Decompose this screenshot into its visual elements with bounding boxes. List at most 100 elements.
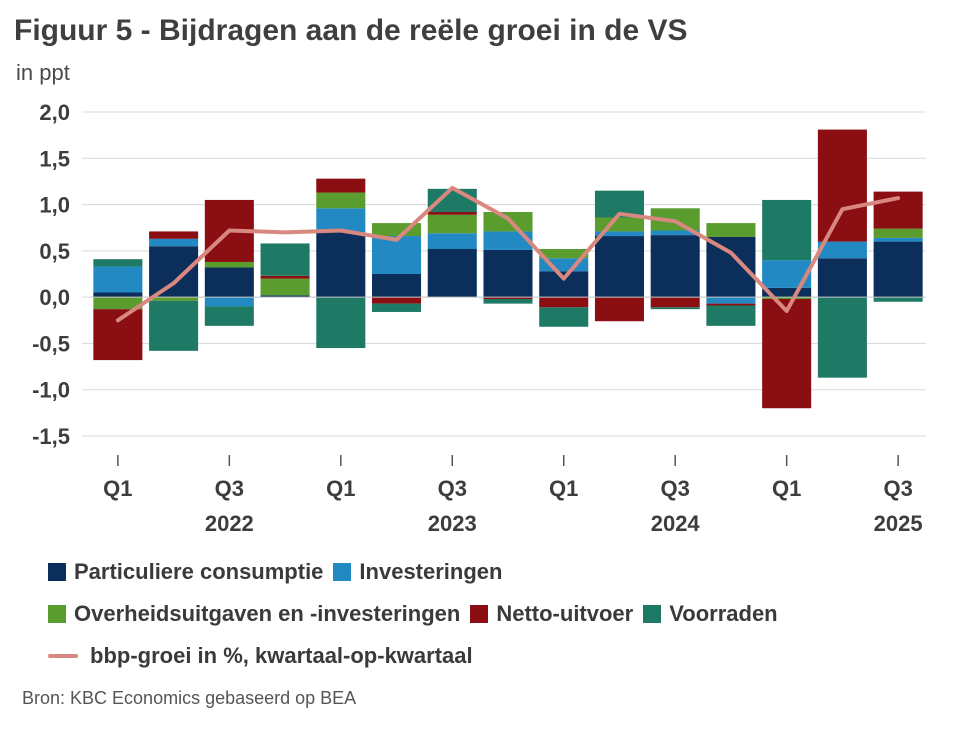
legend-label-voorraden: Voorraden (669, 601, 778, 626)
x-tick-label: Q1 (326, 476, 355, 501)
bar-segment (260, 278, 310, 296)
y-tick-label: -0,5 (32, 331, 70, 356)
bar-segment (594, 231, 644, 237)
bar-segment (427, 211, 477, 215)
bar-segment (762, 297, 812, 299)
y-tick-label: 1,0 (39, 193, 70, 218)
bar-segment (149, 238, 199, 247)
bar-segment (873, 241, 923, 298)
bar-segment (873, 237, 923, 242)
x-tick-label: Q3 (661, 476, 690, 501)
bar-segment (539, 249, 589, 259)
bar-segment (93, 297, 143, 310)
x-tick-label: Q1 (549, 476, 578, 501)
legend-item-voorraden: Voorraden (643, 601, 778, 627)
bar-segment (93, 266, 143, 293)
bar-segment (316, 178, 366, 193)
bar-segment (149, 246, 199, 298)
y-tick-label: 2,0 (39, 100, 70, 125)
y-tick-label: 0,5 (39, 239, 70, 264)
legend-swatch-netto-uitvoer (470, 605, 489, 623)
bar-segment (372, 297, 422, 304)
bar-segment (650, 307, 700, 310)
bar-segment (427, 188, 477, 212)
bar-segment (316, 297, 366, 349)
x-year-label: 2024 (651, 511, 701, 536)
bar-segment (539, 307, 589, 327)
bar-segment (483, 298, 533, 304)
bar-segment (260, 295, 310, 298)
bar-segment (316, 208, 366, 233)
x-tick-label: Q3 (215, 476, 244, 501)
bar-segment (427, 214, 477, 234)
y-tick-label: 1,5 (39, 146, 70, 171)
bar-segment (260, 243, 310, 276)
bar-segment (204, 306, 254, 326)
legend-label-consumptie: Particuliere consumptie (74, 559, 324, 584)
bar-segment (817, 241, 867, 259)
bar-segment (706, 303, 756, 306)
bar-segment (706, 236, 756, 298)
bar-segment (483, 211, 533, 232)
bar-segment (204, 297, 254, 307)
x-tick-label: Q1 (772, 476, 801, 501)
bar-segment (149, 297, 199, 301)
bar-segment (427, 233, 477, 250)
bar-segment (316, 232, 366, 298)
bar-segment (539, 271, 589, 298)
bar-segment (93, 259, 143, 267)
legend-label-bbp: bbp-groei in %, kwartaal-op-kwartaal (90, 643, 473, 668)
chart-subtitle: in ppt (16, 60, 70, 85)
bar-segment (427, 249, 477, 298)
bar-segment (873, 297, 923, 302)
bar-segment (817, 129, 867, 242)
bar-segment (372, 236, 422, 274)
legend-label-investeringen: Investeringen (359, 559, 503, 584)
bar-segment (762, 298, 812, 409)
legend: Particuliere consumptie Investeringen Ov… (48, 551, 788, 677)
bar-segment (706, 223, 756, 237)
bar-segment (149, 300, 199, 351)
bar-segment (483, 297, 533, 299)
bar-segment (762, 199, 812, 261)
legend-swatch-investeringen (333, 563, 352, 581)
bar-segment (93, 309, 143, 361)
bar-segment (762, 287, 812, 298)
legend-item-netto-uitvoer: Netto-uitvoer (470, 601, 633, 627)
x-tick-label: Q3 (438, 476, 467, 501)
x-year-label: 2022 (205, 511, 254, 536)
y-tick-label: 0,0 (39, 285, 70, 310)
bar-segment (483, 249, 533, 298)
bar-segment (594, 297, 644, 322)
bar-segment (93, 292, 143, 298)
legend-swatch-voorraden (643, 605, 662, 623)
source-note: Bron: KBC Economics gebaseerd op BEA (22, 688, 357, 708)
bar-segment (817, 297, 867, 378)
legend-label-overheid: Overheidsuitgaven en -investeringen (74, 601, 461, 626)
bar-segment (594, 217, 644, 232)
legend-label-netto-uitvoer: Netto-uitvoer (496, 601, 634, 626)
legend-item-overheid: Overheidsuitgaven en -investeringen (48, 601, 460, 627)
chart-title: Figuur 5 - Bijdragen aan de reële groei … (14, 14, 688, 47)
y-tick-label: -1,0 (32, 378, 70, 403)
legend-item-bbp: bbp-groei in %, kwartaal-op-kwartaal (48, 643, 473, 669)
x-tick-label: Q1 (103, 476, 132, 501)
bar-segment (483, 231, 533, 250)
y-tick-label: -1,5 (32, 424, 70, 449)
x-year-label: 2023 (428, 511, 477, 536)
legend-swatch-overheid (48, 605, 66, 623)
bar-segment (149, 231, 199, 239)
legend-row: bbp-groei in %, kwartaal-op-kwartaal (48, 635, 788, 677)
bar-segment (204, 261, 254, 268)
bar-segment (204, 267, 254, 298)
bar-segment (706, 297, 756, 304)
legend-row: Overheidsuitgaven en -investeringen Nett… (48, 593, 788, 635)
bar-segment (817, 258, 867, 298)
legend-row: Particuliere consumptie Investeringen (48, 551, 788, 593)
bar-segment (372, 303, 422, 312)
legend-item-investeringen: Investeringen (333, 559, 502, 585)
bar-segment (873, 228, 923, 238)
bar-segment (316, 192, 366, 209)
bar-segment (260, 275, 310, 279)
bar-segment (650, 297, 700, 308)
